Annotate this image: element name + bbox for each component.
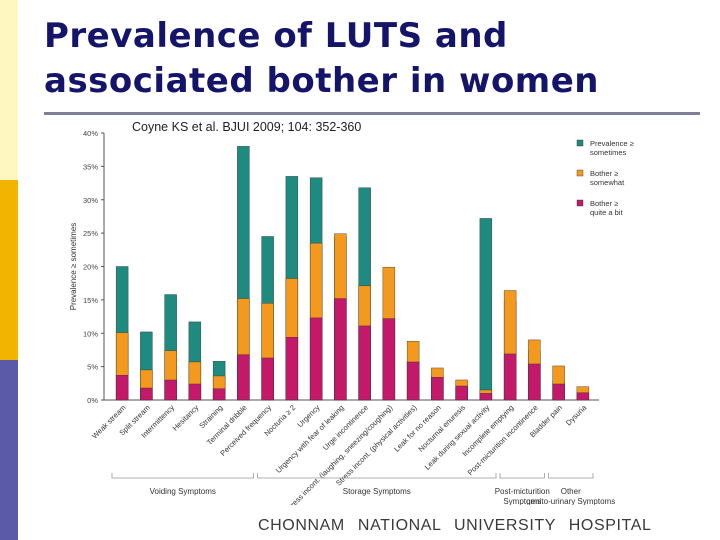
bar-bother-quite-a-bit [334,298,347,401]
bar-bother-quite-a-bit [212,388,226,401]
x-tick-label: Dysuria [564,402,589,427]
side-accent-top [0,0,18,180]
citation: Coyne KS et al. BJUI 2009; 104: 352-360 [132,120,362,134]
bar-prevalence [479,218,493,401]
bar-bother-quite-a-bit [140,387,153,401]
bar-bother-quite-a-bit [479,393,493,401]
bar-bother-quite-a-bit [431,377,444,401]
y-tick-label: 10% [83,329,98,338]
y-tick-label: 30% [83,196,98,205]
y-tick-label: 20% [83,263,98,272]
bar-bother-quite-a-bit [115,375,129,401]
legend-label: Bother ≥ [590,169,618,178]
slide-title-line-2: associated bother in women [44,61,599,101]
slide-title-line-1: Prevalence of LUTS and [44,16,508,56]
legend-label: sometimes [590,148,627,157]
y-tick-label: 5% [87,363,98,372]
group-label: Storage Symptoms [343,487,411,496]
legend-swatch [576,169,584,177]
bar-bother-quite-a-bit [261,357,274,401]
bar-bother-quite-a-bit [552,383,565,401]
bar-bother-quite-a-bit [406,361,420,401]
bar-bother-quite-a-bit [285,337,299,401]
bar-bother-quite-a-bit [188,383,202,401]
group-bracket [548,473,594,479]
y-tick-label: 0% [87,396,98,405]
bar-bother-quite-a-bit [237,354,250,401]
side-accent-middle [0,180,18,360]
group-bracket [111,473,254,479]
bar-bother-quite-a-bit [382,318,396,401]
y-tick-label: 25% [83,229,98,238]
group-label: genito-urinary Symptoms [526,497,615,505]
y-axis-label: Prevalence ≥ sometimes [69,223,78,311]
legend-label: Bother ≥ [590,199,618,208]
legend-label: somewhat [590,178,625,187]
bar-bother-quite-a-bit [528,363,541,401]
bar-bother-quite-a-bit [503,353,517,401]
y-tick-label: 15% [83,296,98,305]
bar-bother-quite-a-bit [358,325,371,401]
y-tick-label: 40% [83,129,98,138]
group-bracket [257,473,497,479]
footer-institution: CHONNAM NATIONAL UNIVERSITY HOSPITAL [258,517,652,534]
bar-bother-quite-a-bit [455,385,468,401]
group-label: Other [561,487,581,496]
legend-label: Prevalence ≥ [590,139,634,148]
group-label: Symptoms [503,497,541,505]
group-label: Post-micturition [495,487,550,496]
group-label: Voiding Symptoms [150,487,216,496]
legend-label: quite a bit [590,208,623,217]
bar-bother-quite-a-bit [309,317,323,401]
title-underline [44,112,700,115]
slide-title: Prevalence of LUTS and associated bother… [44,14,704,104]
legend-swatch [576,139,584,147]
group-bracket [499,473,545,479]
bar-bother-quite-a-bit [164,379,177,401]
side-accent-bottom [0,360,18,540]
y-tick-label: 35% [83,162,98,171]
x-tick-label: Hesitancy [171,403,201,433]
legend-swatch [576,199,584,207]
luts-prevalence-chart: 0% 5% 10% 15% 20% 25% 30% 35% 40% Prevalence ≥ so… [69,129,634,505]
bar-bother-quite-a-bit [576,392,590,401]
